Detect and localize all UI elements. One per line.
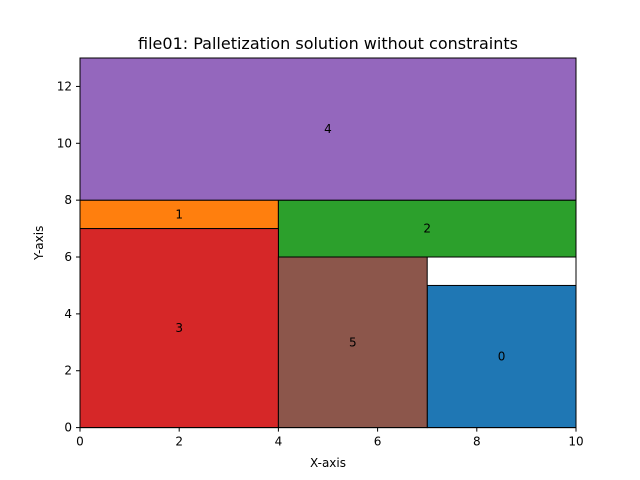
rect-label-2: 2 bbox=[423, 222, 431, 236]
x-tick-label: 0 bbox=[76, 435, 84, 449]
y-tick-label: 12 bbox=[57, 79, 72, 93]
plot-frame bbox=[79, 57, 577, 429]
y-tick-label: 10 bbox=[57, 136, 72, 150]
rect-label-5: 5 bbox=[349, 335, 357, 349]
rect-label-0: 0 bbox=[498, 350, 506, 364]
rect-3 bbox=[79, 228, 279, 429]
rect-label-3: 3 bbox=[175, 321, 183, 335]
y-axis-label: Y-axis bbox=[32, 226, 46, 261]
y-tick-label: 8 bbox=[64, 193, 72, 207]
x-tick-label: 4 bbox=[275, 435, 283, 449]
x-tick-label: 10 bbox=[568, 435, 583, 449]
y-tick-label: 0 bbox=[64, 421, 72, 435]
x-tick-label: 6 bbox=[374, 435, 382, 449]
rect-4 bbox=[79, 57, 577, 201]
rect-1 bbox=[79, 199, 279, 230]
y-tick-label: 6 bbox=[64, 250, 72, 264]
y-ticks: 0 2 4 6 8 10 12 bbox=[57, 79, 80, 435]
rect-0 bbox=[426, 284, 577, 429]
rect-label-1: 1 bbox=[175, 207, 183, 221]
y-tick-label: 2 bbox=[64, 364, 72, 378]
x-tick-label: 2 bbox=[175, 435, 183, 449]
y-tick-label: 4 bbox=[64, 307, 72, 321]
x-axis-label: X-axis bbox=[310, 456, 346, 470]
rect-label-4: 4 bbox=[324, 122, 332, 136]
rectangles-layer: 0 1 2 3 4 5 bbox=[79, 57, 577, 429]
rect-5 bbox=[277, 256, 428, 429]
x-ticks: 0 2 4 6 8 10 bbox=[76, 427, 584, 449]
x-tick-label: 8 bbox=[473, 435, 481, 449]
chart-title: file01: Palletization solution without c… bbox=[138, 34, 518, 53]
